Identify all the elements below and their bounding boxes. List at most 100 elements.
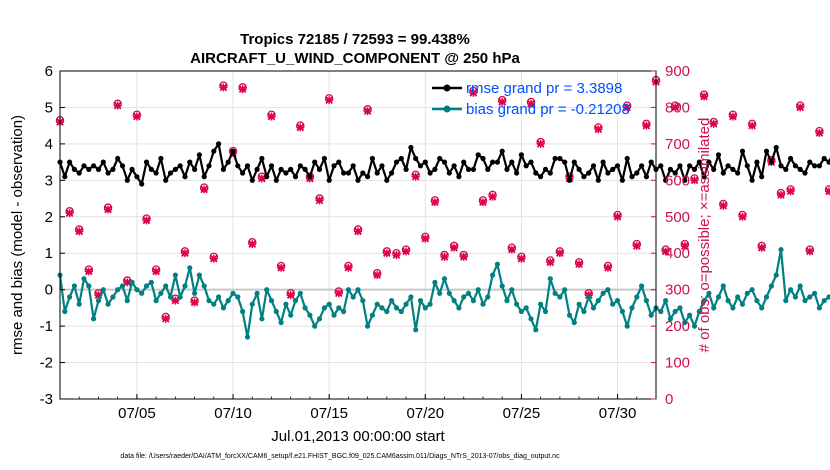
bias-point xyxy=(715,294,722,300)
bias-point xyxy=(485,294,491,300)
rmse-point xyxy=(739,148,746,154)
bias-point xyxy=(523,305,529,311)
rmse-point xyxy=(571,159,577,165)
rmse-point xyxy=(763,148,770,154)
rmse-point xyxy=(76,170,82,176)
rmse-point xyxy=(119,163,126,169)
bias-point xyxy=(134,287,140,293)
bias-point xyxy=(341,308,347,315)
bias-point xyxy=(663,298,669,304)
bias-point xyxy=(783,298,789,304)
obs-assimilated-marker xyxy=(517,254,526,263)
x-tick-label: 07/05 xyxy=(118,405,156,422)
rmse-point xyxy=(639,163,645,169)
bias-point xyxy=(119,283,126,289)
bias-point xyxy=(509,287,515,293)
bias-point xyxy=(571,319,577,326)
rmse-point xyxy=(590,163,597,169)
rmse-point xyxy=(725,163,731,169)
obs-assimilated-marker xyxy=(575,260,584,269)
rmse-point xyxy=(365,174,371,180)
bias-point xyxy=(100,287,106,293)
bias-point xyxy=(422,305,428,311)
y-axis-left-label: rmse and bias (model - observation) xyxy=(9,115,26,355)
obs-assimilated-marker xyxy=(65,209,74,218)
rmse-point xyxy=(542,166,549,172)
bias-point xyxy=(581,308,587,315)
bias-point xyxy=(336,305,342,311)
rmse-point xyxy=(480,155,486,162)
obs-assimilated-marker xyxy=(478,198,487,207)
y-left-tick-label: 1 xyxy=(45,245,53,262)
rmse-point xyxy=(720,170,726,176)
bias-point xyxy=(124,298,130,304)
bias-point xyxy=(576,301,582,307)
rmse-point xyxy=(807,159,813,165)
rmse-point xyxy=(220,166,226,172)
obs-assimilated-marker xyxy=(748,121,757,130)
bias-point xyxy=(480,301,486,307)
bias-point xyxy=(86,283,92,289)
bias-point xyxy=(148,279,154,285)
rmse-point xyxy=(393,159,400,165)
rmse-point xyxy=(312,159,318,165)
obs-assimilated-marker xyxy=(344,263,353,272)
rmse-point xyxy=(696,159,702,165)
bias-point xyxy=(196,272,202,278)
rmse-point xyxy=(413,155,419,162)
bias-point xyxy=(446,290,452,296)
obs-assimilated-marker xyxy=(392,251,401,260)
obs-assimilated-marker xyxy=(498,97,507,106)
bias-point xyxy=(417,298,424,304)
obs-assimilated-marker xyxy=(84,267,93,276)
bias-point xyxy=(182,283,188,289)
rmse-point xyxy=(206,163,212,169)
x-axis-label: Jul.01,2013 00:00:00 start xyxy=(271,428,445,445)
rmse-point xyxy=(701,174,707,180)
bias-point xyxy=(749,287,755,293)
rmse-point xyxy=(672,170,678,176)
rmse-point xyxy=(715,152,722,158)
obs-assimilated-marker xyxy=(334,289,343,298)
bias-point xyxy=(360,298,366,304)
bias-point xyxy=(76,301,82,307)
rmse-point xyxy=(797,166,803,172)
bias-point xyxy=(326,301,332,307)
rmse-point xyxy=(788,155,794,162)
obs-assimilated-marker xyxy=(719,201,728,210)
bias-point xyxy=(465,290,472,296)
rmse-point xyxy=(605,170,611,176)
y-right-tick-label: 800 xyxy=(665,99,690,116)
bias-point xyxy=(643,298,650,304)
bias-point xyxy=(374,301,380,307)
bias-point xyxy=(788,287,794,293)
rmse-point xyxy=(494,159,500,165)
obs-assimilated-marker xyxy=(536,139,545,148)
rmse-point xyxy=(91,163,97,169)
rmse-point xyxy=(249,177,255,183)
obs-assimilated-marker xyxy=(459,252,468,261)
rmse-point xyxy=(283,170,289,176)
obs-assimilated-marker xyxy=(248,240,257,249)
obs-assimilated-marker xyxy=(709,119,718,128)
bias-point xyxy=(730,305,736,311)
bias-point xyxy=(600,290,606,296)
rmse-point xyxy=(124,177,130,183)
legend-bias-marker xyxy=(443,105,451,113)
rmse-point xyxy=(307,174,313,180)
obs-assimilated-marker xyxy=(277,263,286,272)
bias-point xyxy=(216,294,222,300)
y-left-tick-label: -2 xyxy=(40,355,53,372)
bias-point xyxy=(470,298,476,304)
bias-point xyxy=(172,272,178,278)
bias-point xyxy=(687,312,693,318)
rmse-point xyxy=(143,159,150,165)
rmse-point xyxy=(225,159,231,165)
obs-assimilated-marker xyxy=(507,245,516,254)
bias-point xyxy=(273,308,279,315)
obs-assimilated-marker xyxy=(738,212,747,221)
x-tick-label: 07/20 xyxy=(407,405,445,422)
bias-point xyxy=(67,294,73,300)
rmse-point xyxy=(331,163,337,169)
obs-assimilated-marker xyxy=(315,196,324,205)
